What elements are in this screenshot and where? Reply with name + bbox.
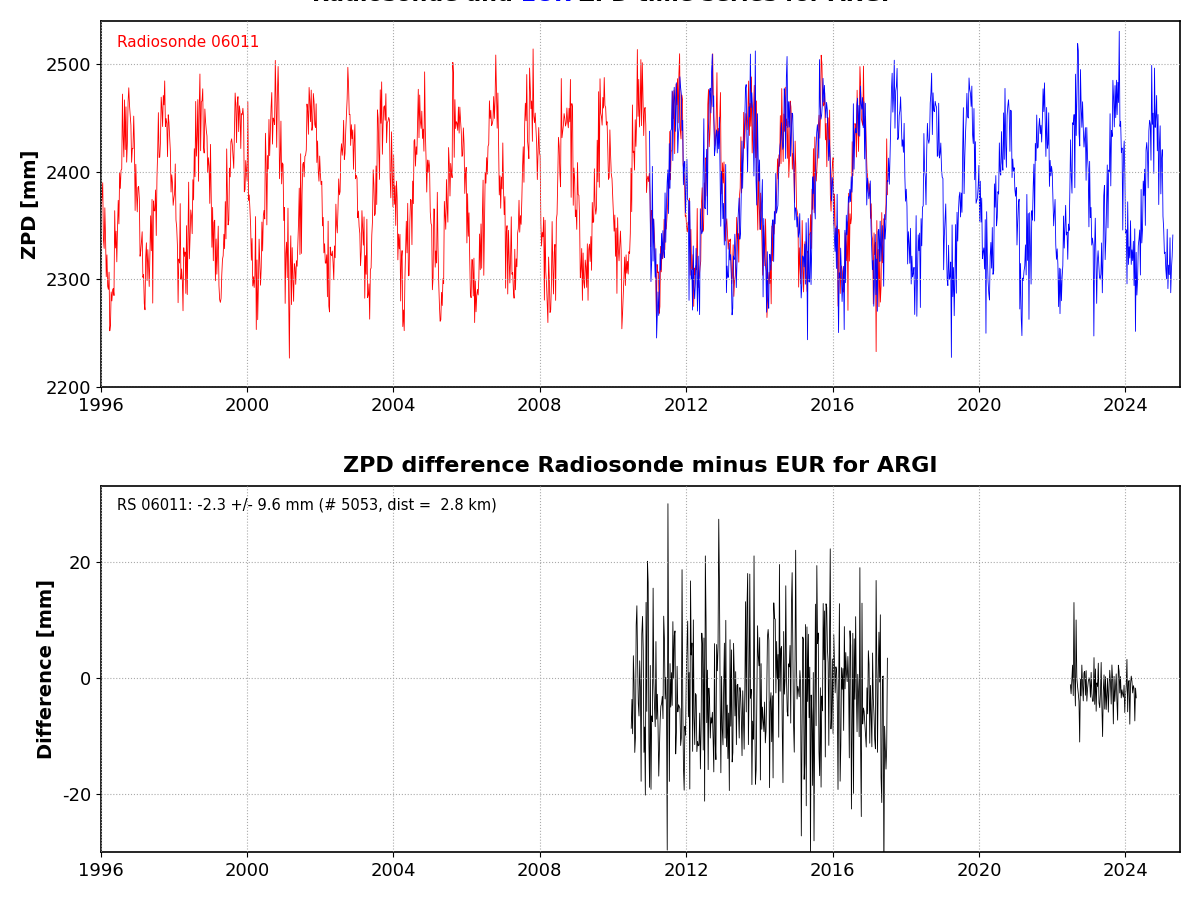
Y-axis label: Difference [mm]: Difference [mm]	[37, 579, 56, 760]
Text: Radiosonde 06011: Radiosonde 06011	[116, 35, 259, 50]
Text: EUR: EUR	[521, 0, 570, 5]
Text: RS 06011: -2.3 +/- 9.6 mm (# 5053, dist =  2.8 km): RS 06011: -2.3 +/- 9.6 mm (# 5053, dist …	[116, 497, 496, 513]
Y-axis label: ZPD [mm]: ZPD [mm]	[20, 150, 40, 259]
Text: Radiosonde and: Radiosonde and	[312, 0, 521, 5]
Title: ZPD difference Radiosonde minus EUR for ARGI: ZPD difference Radiosonde minus EUR for …	[343, 457, 938, 477]
Text: ZPD time series for ARGI: ZPD time series for ARGI	[570, 0, 889, 5]
